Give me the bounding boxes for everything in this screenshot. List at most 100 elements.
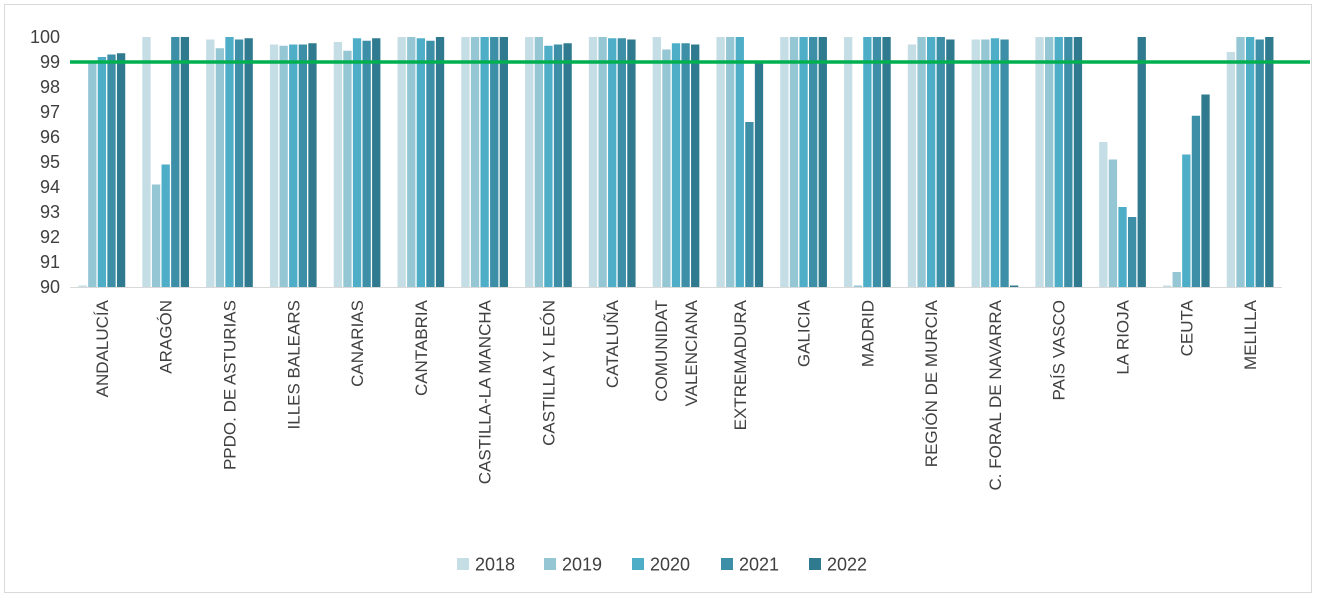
bar-2020-1 xyxy=(97,57,107,287)
bar-2018-11 xyxy=(716,37,725,287)
bar-2022-3 xyxy=(244,38,253,287)
y-tick-label: 93 xyxy=(40,202,60,222)
bar-2018-15 xyxy=(971,39,980,287)
x-tick-label: COMUNIDAT xyxy=(652,300,671,402)
bar-2021-16 xyxy=(1064,37,1073,287)
bar-2021-7 xyxy=(490,37,499,287)
x-tick-label: VALENCIANA xyxy=(682,299,701,406)
bar-2018-8 xyxy=(525,37,534,287)
bar-2019-17 xyxy=(1108,159,1118,287)
legend-label-2018: 2018 xyxy=(475,555,515,575)
bar-2020-5 xyxy=(352,38,362,287)
bar-2018-9 xyxy=(588,37,598,287)
y-tick-label: 92 xyxy=(40,227,60,247)
bar-2019-10 xyxy=(662,49,671,287)
bar-2019-2 xyxy=(151,184,161,287)
bar-2022-16 xyxy=(1073,37,1083,287)
legend-label-2020: 2020 xyxy=(650,555,690,575)
bar-2021-10 xyxy=(681,43,690,287)
x-tick-label: REGIÓN DE MURCIA xyxy=(922,299,941,467)
bar-2019-15 xyxy=(981,39,990,287)
x-tick-label: CEUTA xyxy=(1177,299,1196,356)
x-tick-label: CASTILLA Y LEÓN xyxy=(539,300,558,446)
x-tick-label: GALICIA xyxy=(795,299,814,367)
bar-2018-3 xyxy=(206,39,215,287)
bar-2021-12 xyxy=(809,37,818,287)
bar-2021-5 xyxy=(362,40,371,287)
bar-2020-10 xyxy=(671,43,681,287)
bar-2022-5 xyxy=(372,38,381,287)
x-tick-label: ARAGÓN xyxy=(157,300,176,374)
bar-2019-16 xyxy=(1044,37,1054,287)
bar-2022-14 xyxy=(946,39,955,287)
x-tick-label: C. FORAL DE NAVARRA xyxy=(986,299,1005,490)
bar-2020-3 xyxy=(225,37,234,287)
legend-swatch-2020 xyxy=(632,558,644,570)
bar-2021-6 xyxy=(426,40,435,287)
bar-2018-4 xyxy=(269,44,279,287)
bar-2019-7 xyxy=(470,37,480,287)
y-tick-label: 95 xyxy=(40,152,60,172)
bar-2022-19 xyxy=(1265,37,1274,287)
bar-2019-1 xyxy=(88,62,97,287)
bar-2018-5 xyxy=(333,42,342,287)
bar-2020-7 xyxy=(480,37,489,287)
bar-2022-11 xyxy=(754,62,764,287)
bar-2018-18 xyxy=(1162,285,1172,287)
y-tick-label: 91 xyxy=(40,252,60,272)
bar-2022-10 xyxy=(691,44,700,287)
bar-2019-4 xyxy=(279,45,288,287)
bar-2021-8 xyxy=(553,44,563,287)
bar-2019-9 xyxy=(598,37,607,287)
bar-2020-12 xyxy=(799,37,808,287)
legend-swatch-2021 xyxy=(721,558,733,570)
y-tick-label: 90 xyxy=(40,277,60,297)
bar-2022-9 xyxy=(627,39,636,287)
bar-2019-19 xyxy=(1236,37,1245,287)
bar-2020-14 xyxy=(927,37,936,287)
bar-2019-3 xyxy=(215,48,225,287)
bar-2020-16 xyxy=(1054,37,1063,287)
bar-2020-9 xyxy=(608,38,617,287)
bar-2019-14 xyxy=(917,37,926,287)
bar-2018-6 xyxy=(397,37,406,287)
bar-2018-17 xyxy=(1099,142,1108,287)
bar-2021-17 xyxy=(1127,217,1137,287)
bar-2018-14 xyxy=(907,44,917,287)
x-tick-label: CANARIAS xyxy=(348,300,367,387)
bar-2018-7 xyxy=(461,37,470,287)
bar-2020-15 xyxy=(990,38,1000,287)
bar-2022-1 xyxy=(116,53,126,287)
bar-2019-8 xyxy=(534,37,543,287)
legend-label-2022: 2022 xyxy=(827,555,867,575)
bar-2019-12 xyxy=(789,37,799,287)
y-tick-label: 94 xyxy=(40,177,60,197)
bar-2021-13 xyxy=(872,37,882,287)
bar-2022-13 xyxy=(882,37,891,287)
bar-2021-14 xyxy=(936,37,945,287)
bar-2022-18 xyxy=(1201,94,1210,287)
x-tick-label: CASTILLA-LA MANCHA xyxy=(476,299,495,484)
y-tick-label: 97 xyxy=(40,102,60,122)
y-tick-label: 96 xyxy=(40,127,60,147)
bar-2022-17 xyxy=(1137,37,1146,287)
bar-2018-19 xyxy=(1226,52,1236,287)
bar-2020-8 xyxy=(544,45,553,287)
y-tick-label: 100 xyxy=(30,27,60,47)
bar-2021-2 xyxy=(171,37,180,287)
legend-swatch-2022 xyxy=(809,558,821,570)
bar-2018-13 xyxy=(844,37,853,287)
bar-2020-6 xyxy=(416,38,425,287)
x-tick-label: CATALUÑA xyxy=(603,299,622,388)
bar-2020-17 xyxy=(1118,207,1127,287)
bar-2018-12 xyxy=(780,37,789,287)
bar-2019-18 xyxy=(1172,272,1181,287)
legend-swatch-2018 xyxy=(457,558,469,570)
bar-2018-2 xyxy=(142,37,151,287)
bar-2021-18 xyxy=(1191,115,1201,287)
bar-2021-9 xyxy=(617,38,626,287)
legend-label-2021: 2021 xyxy=(739,555,779,575)
x-tick-label: ANDALUCÍA xyxy=(93,299,112,397)
x-tick-label: MADRID xyxy=(858,300,877,367)
